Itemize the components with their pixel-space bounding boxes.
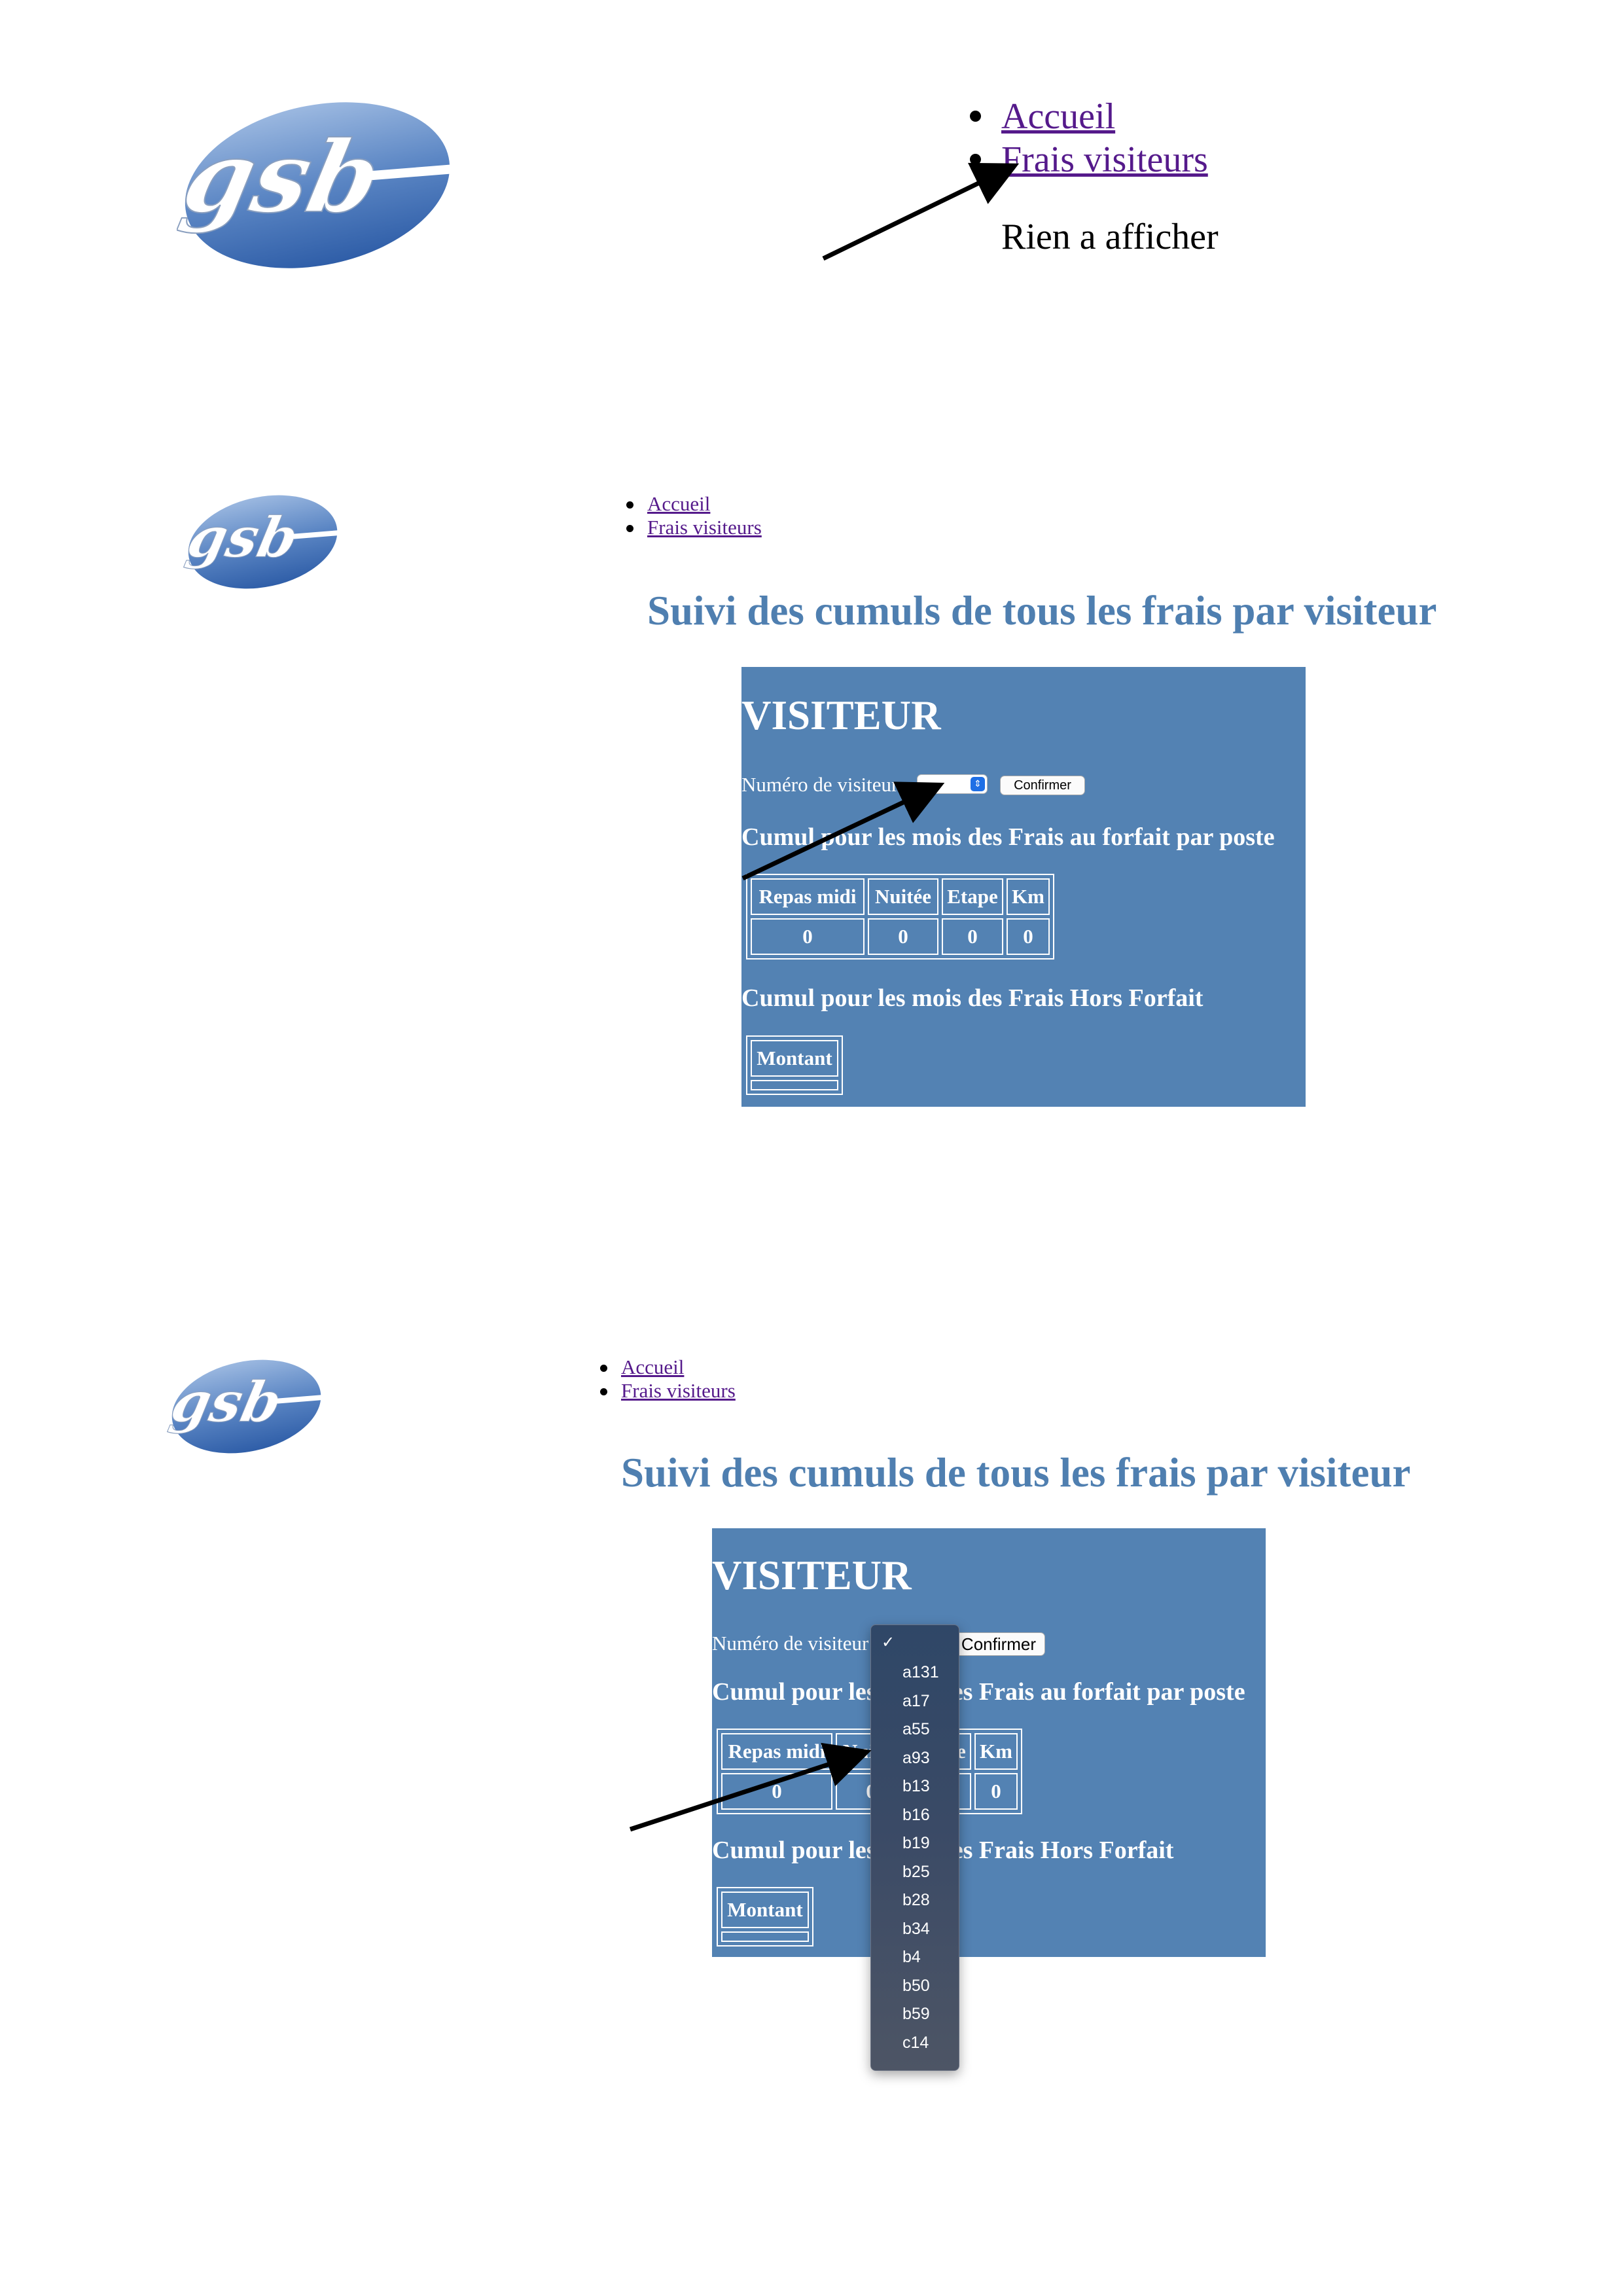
- table-row: [721, 1931, 809, 1942]
- bullet-icon: [626, 501, 633, 509]
- table-row: [751, 1080, 838, 1090]
- nav-link-frais[interactable]: Frais visiteurs: [621, 1379, 736, 1402]
- confirm-button[interactable]: Confirmer: [952, 1632, 1045, 1656]
- svg-text:gsb: gsb: [167, 1370, 287, 1435]
- table-row: 0 0 0 0: [721, 1773, 1018, 1810]
- forfait-heading: Cumul pour les mois des Frais au forfait…: [712, 1678, 1245, 1706]
- table-row: Montant: [721, 1892, 809, 1928]
- dropdown-option[interactable]: b25: [902, 1862, 930, 1881]
- dropdown-option[interactable]: b59: [902, 2005, 930, 2023]
- forfait-heading: Cumul pour les mois des Frais au forfait…: [741, 823, 1275, 851]
- col-montant: Montant: [751, 1040, 838, 1077]
- dropdown-option[interactable]: a93: [902, 1748, 930, 1767]
- panel-heading: VISITEUR: [712, 1552, 912, 1598]
- nav-link-home[interactable]: Accueil: [647, 492, 711, 515]
- nav-item-frais[interactable]: Frais visiteurs: [600, 1379, 736, 1403]
- selected-check-icon: ✓: [882, 1634, 895, 1651]
- table-row: Montant: [751, 1040, 838, 1077]
- col-repas-midi: Repas midi: [751, 878, 865, 915]
- col-km: Km: [974, 1733, 1018, 1770]
- table-row: Repas midi Nuitée Etape Km: [721, 1733, 1018, 1770]
- horsforfait-table: Montant: [717, 1887, 813, 1946]
- visiteur-panel: VISITEUR Numéro de visiteur ⇕ Confirmer …: [741, 667, 1306, 1107]
- forfait-table: Repas midi Nuitée Etape Km 0 0 0 0: [746, 874, 1054, 960]
- forfait-table: Repas midi Nuitée Etape Km 0 0 0 0: [717, 1729, 1022, 1814]
- dropdown-option[interactable]: a55: [902, 1720, 930, 1738]
- dropdown-option[interactable]: b50: [902, 1976, 930, 1995]
- nav-link-home[interactable]: Accueil: [621, 1355, 685, 1378]
- chevron-up-down-icon: ⇕: [971, 777, 985, 791]
- nav-link-home[interactable]: Accueil: [1001, 96, 1116, 137]
- nav-item-frais[interactable]: Frais visiteurs: [626, 516, 762, 539]
- value-etape: 0: [942, 918, 1003, 955]
- value-montant: [751, 1080, 838, 1090]
- nav-item-frais[interactable]: Frais visiteurs: [970, 138, 1208, 181]
- nav-link-frais[interactable]: Frais visiteurs: [1001, 139, 1208, 180]
- dropdown-option[interactable]: b4: [902, 1948, 921, 1966]
- nav-link-frais[interactable]: Frais visiteurs: [647, 516, 762, 539]
- dropdown-option[interactable]: b13: [902, 1777, 930, 1795]
- visiteur-panel: VISITEUR Numéro de visiteur Confirmer Cu…: [712, 1528, 1266, 1957]
- col-etape: Etape: [942, 878, 1003, 915]
- visitor-label: Numéro de visiteur: [741, 773, 899, 796]
- col-montant: Montant: [721, 1892, 809, 1928]
- svg-text:gsb: gsb: [177, 120, 391, 235]
- bullet-icon: [970, 111, 981, 122]
- table-row: 0 0 0 0: [751, 918, 1050, 955]
- horsforfait-table: Montant: [746, 1035, 843, 1095]
- value-montant: [721, 1931, 809, 1942]
- main-nav: Accueil Frais visiteurs: [970, 95, 1208, 181]
- dropdown-option[interactable]: a131: [902, 1663, 939, 1681]
- nav-item-home[interactable]: Accueil: [970, 95, 1208, 138]
- value-km: 0: [974, 1773, 1018, 1810]
- gsb-logo: gsb: [181, 492, 353, 592]
- value-nuitee: 0: [868, 918, 938, 955]
- nav-item-home[interactable]: Accueil: [600, 1355, 736, 1379]
- annotation-arrow: [822, 162, 1020, 261]
- empty-message: Rien a afficher: [1001, 217, 1219, 257]
- value-km: 0: [1007, 918, 1050, 955]
- visitor-label: Numéro de visiteur: [712, 1632, 869, 1655]
- dropdown-option[interactable]: b16: [902, 1805, 930, 1824]
- panel-heading: VISITEUR: [741, 692, 941, 738]
- bullet-icon: [600, 1388, 607, 1395]
- bullet-icon: [600, 1365, 607, 1372]
- gsb-logo: gsb: [165, 1357, 337, 1456]
- confirm-button[interactable]: Confirmer: [1000, 776, 1085, 795]
- table-row: Repas midi Nuitée Etape Km: [751, 878, 1050, 915]
- svg-text:gsb: gsb: [183, 505, 304, 570]
- gsb-logo: gsb: [173, 97, 478, 274]
- bullet-icon: [626, 525, 633, 532]
- horsforfait-heading: Cumul pour les mois des Frais Hors Forfa…: [741, 984, 1204, 1012]
- dropdown-option[interactable]: b28: [902, 1891, 930, 1909]
- bullet-icon: [970, 154, 981, 165]
- visitor-select-dropdown[interactable]: ✓ a131 a17 a55 a93 b13 b16 b19 b25 b28 b34 b4 b50 b5…: [870, 1624, 959, 2071]
- visitor-select[interactable]: ⇕: [917, 774, 988, 794]
- dropdown-option[interactable]: c14: [902, 2033, 929, 2052]
- value-repas-midi: 0: [721, 1773, 832, 1810]
- col-nuitee: Nuitée: [868, 878, 938, 915]
- page-title: Suivi des cumuls de tous les frais par v…: [647, 588, 1437, 634]
- dropdown-option[interactable]: b34: [902, 1919, 930, 1938]
- dropdown-option[interactable]: a17: [902, 1691, 930, 1710]
- value-repas-midi: 0: [751, 918, 865, 955]
- main-nav: Accueil Frais visiteurs: [600, 1355, 736, 1403]
- main-nav: Accueil Frais visiteurs: [626, 492, 762, 539]
- col-repas-midi: Repas midi: [721, 1733, 832, 1770]
- dropdown-option[interactable]: b19: [902, 1834, 930, 1852]
- col-km: Km: [1007, 878, 1050, 915]
- page-title: Suivi des cumuls de tous les frais par v…: [621, 1450, 1411, 1496]
- nav-item-home[interactable]: Accueil: [626, 492, 762, 516]
